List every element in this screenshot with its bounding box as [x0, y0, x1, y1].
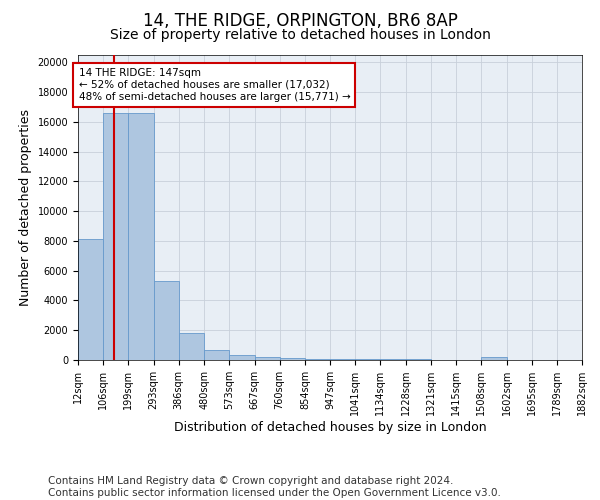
- Bar: [355, 359, 380, 360]
- Text: Size of property relative to detached houses in London: Size of property relative to detached ho…: [110, 28, 490, 42]
- X-axis label: Distribution of detached houses by size in London: Distribution of detached houses by size …: [173, 421, 487, 434]
- Bar: [204, 350, 229, 360]
- Bar: [229, 355, 254, 360]
- Bar: [154, 281, 179, 360]
- Bar: [128, 113, 154, 360]
- Y-axis label: Number of detached properties: Number of detached properties: [19, 109, 32, 306]
- Bar: [78, 240, 103, 360]
- Bar: [254, 357, 280, 360]
- Bar: [103, 113, 128, 360]
- Text: Contains HM Land Registry data © Crown copyright and database right 2024.
Contai: Contains HM Land Registry data © Crown c…: [48, 476, 501, 498]
- Bar: [280, 358, 305, 360]
- Text: 14, THE RIDGE, ORPINGTON, BR6 8AP: 14, THE RIDGE, ORPINGTON, BR6 8AP: [143, 12, 457, 30]
- Bar: [179, 333, 204, 360]
- Bar: [330, 359, 355, 360]
- Bar: [305, 358, 330, 360]
- Bar: [481, 357, 506, 360]
- Text: 14 THE RIDGE: 147sqm
← 52% of detached houses are smaller (17,032)
48% of semi-d: 14 THE RIDGE: 147sqm ← 52% of detached h…: [79, 68, 350, 102]
